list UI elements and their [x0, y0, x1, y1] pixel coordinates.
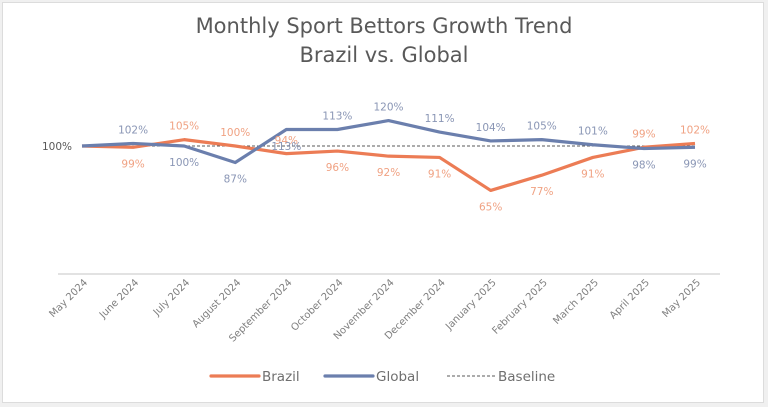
brazil-data-label: 96%	[326, 162, 349, 174]
x-tick-label: February 2025	[491, 277, 550, 336]
global-data-label: 100%	[169, 157, 199, 169]
global-data-label: 113%	[271, 141, 301, 153]
x-tick-label: August 2024	[191, 277, 244, 330]
x-tick-label: March 2025	[551, 277, 601, 327]
global-data-label: 120%	[373, 102, 403, 114]
chart-title: Monthly Sport Bettors Growth Trend	[195, 14, 573, 38]
brazil-data-label: 99%	[121, 158, 144, 170]
global-data-label: 100%	[42, 141, 72, 153]
brazil-data-label: 94%	[275, 135, 298, 147]
legend-item-global: Global	[323, 369, 419, 385]
x-tick-label: May 2025	[660, 277, 703, 320]
x-tick-label: June 2024	[97, 277, 141, 321]
brazil-data-label: 77%	[530, 186, 553, 198]
global-data-label: 98%	[632, 160, 655, 172]
global-data-label: 105%	[527, 121, 557, 133]
brazil-data-label: 91%	[428, 168, 451, 180]
x-tick-label: October 2024	[289, 277, 345, 333]
x-tick-label: May 2024	[47, 277, 90, 320]
legend-item-brazil: Brazil	[209, 369, 300, 385]
global-data-label: 111%	[425, 113, 455, 125]
legend-label: Brazil	[262, 369, 300, 385]
chart-frame	[2, 2, 764, 403]
global-data-label: 104%	[476, 122, 506, 134]
global-data-label: 101%	[578, 126, 608, 138]
legend: Brazil Global Baseline	[209, 369, 555, 385]
x-tick-label: January 2025	[443, 277, 499, 333]
legend-item-baseline: Baseline	[447, 369, 555, 385]
brazil-data-label: 92%	[377, 167, 400, 179]
global-data-label: 113%	[322, 110, 352, 122]
legend-label: Baseline	[498, 369, 555, 385]
global-data-label: 99%	[683, 158, 706, 170]
global-data-label: 87%	[224, 174, 247, 186]
chart-subtitle: Brazil vs. Global	[299, 43, 469, 67]
brazil-data-label: 99%	[632, 128, 655, 140]
global-line	[81, 118, 696, 165]
brazil-data-label: 65%	[479, 201, 502, 213]
x-tick-label: April 2025	[608, 277, 652, 321]
global-data-label: 102%	[118, 124, 148, 136]
x-tick-label: July 2024	[151, 277, 192, 318]
brazil-line	[81, 138, 696, 193]
brazil-data-label: 91%	[581, 168, 604, 180]
legend-label: Global	[376, 369, 419, 385]
brazil-data-label: 102%	[680, 124, 710, 136]
data-labels: 99% 105% 100% 94% 96% 92% 91% 65% 77% 91% 99% 102% 1…	[42, 102, 710, 214]
chart-title-block: Monthly Sport Bettors Growth Trend Brazi…	[0, 12, 768, 70]
brazil-data-label: 100%	[220, 127, 250, 139]
series-lines	[81, 118, 696, 193]
brazil-data-label: 105%	[169, 121, 199, 133]
